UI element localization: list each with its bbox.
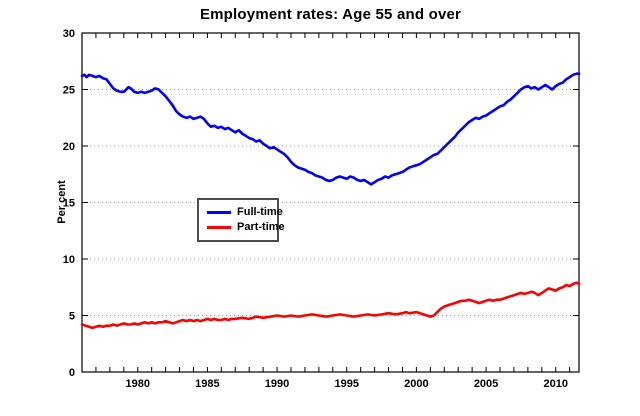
part-time-line-swatch [207, 226, 231, 229]
x-tick-label: 1980 [125, 378, 149, 390]
legend-item-part-time: Part-time [207, 220, 285, 235]
series-line-part-time [80, 281, 581, 330]
x-tick-label: 1985 [195, 378, 219, 390]
x-tick-label: 1990 [265, 378, 289, 390]
y-tick-label: 30 [63, 28, 75, 40]
x-tick-label: 1995 [334, 378, 358, 390]
full-time-line-swatch [207, 211, 231, 214]
y-tick-label: 20 [63, 141, 75, 153]
legend-label-part-time: Part-time [237, 221, 285, 233]
series-line-full-time [80, 72, 581, 186]
chart-title: Employment rates: Age 55 and over [199, 6, 462, 23]
y-tick-label: 15 [63, 198, 75, 210]
legend-label-full-time: Full-time [237, 206, 283, 218]
y-tick-label: 0 [69, 367, 75, 379]
x-tick-label: 2005 [474, 378, 498, 390]
y-tick-label: 5 [69, 311, 75, 323]
y-tick-label: 10 [63, 254, 75, 266]
x-tick-label: 2010 [543, 378, 567, 390]
legend-item-full-time: Full-time [207, 205, 283, 220]
x-tick-label: 2000 [404, 378, 428, 390]
legend: Full-time Part-time [197, 198, 285, 242]
y-tick-label: 25 [63, 85, 75, 97]
